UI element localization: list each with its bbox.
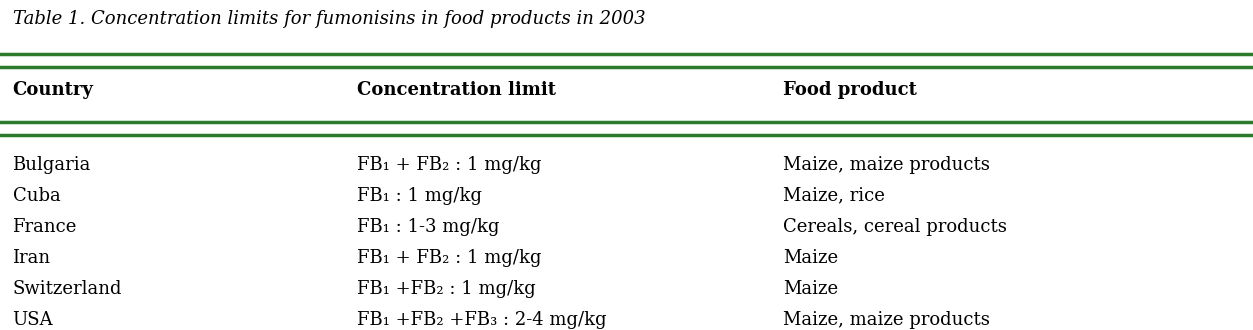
Text: Maize, maize products: Maize, maize products [783,311,990,329]
Text: Country: Country [13,81,94,99]
Text: USA: USA [13,311,53,329]
Text: Table 1. Concentration limits for fumonisins in food products in 2003: Table 1. Concentration limits for fumoni… [13,10,645,28]
Text: FB₁ : 1 mg/kg: FB₁ : 1 mg/kg [357,187,482,205]
Text: Iran: Iran [13,248,50,267]
Text: Cuba: Cuba [13,187,60,205]
Text: FB₁ + FB₂ : 1 mg/kg: FB₁ + FB₂ : 1 mg/kg [357,248,541,267]
Text: Food product: Food product [783,81,917,99]
Text: Maize: Maize [783,280,838,298]
Text: FB₁ + FB₂ : 1 mg/kg: FB₁ + FB₂ : 1 mg/kg [357,156,541,174]
Text: Bulgaria: Bulgaria [13,156,91,174]
Text: Concentration limit: Concentration limit [357,81,556,99]
Text: FB₁ +FB₂ +FB₃ : 2-4 mg/kg: FB₁ +FB₂ +FB₃ : 2-4 mg/kg [357,311,606,329]
Text: Cereals, cereal products: Cereals, cereal products [783,217,1007,236]
Text: FB₁ : 1-3 mg/kg: FB₁ : 1-3 mg/kg [357,217,500,236]
Text: Maize: Maize [783,248,838,267]
Text: FB₁ +FB₂ : 1 mg/kg: FB₁ +FB₂ : 1 mg/kg [357,280,536,298]
Text: Switzerland: Switzerland [13,280,122,298]
Text: Maize, rice: Maize, rice [783,187,885,205]
Text: France: France [13,217,76,236]
Text: Maize, maize products: Maize, maize products [783,156,990,174]
